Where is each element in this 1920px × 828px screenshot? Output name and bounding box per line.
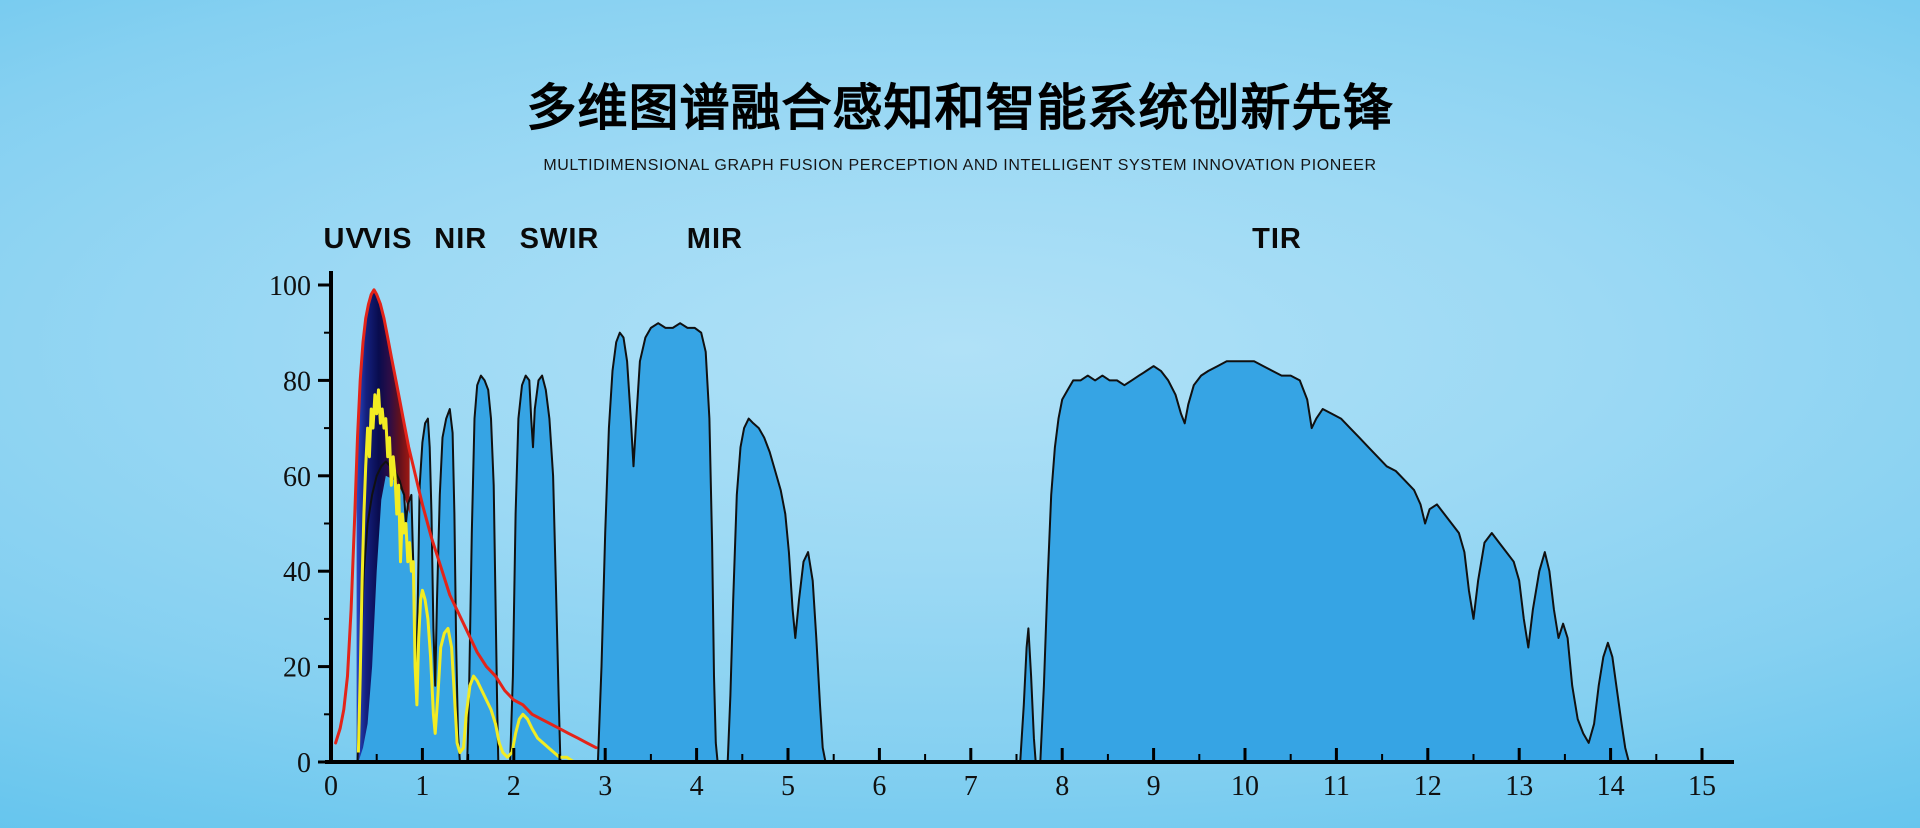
x-tick-label: 12 bbox=[1414, 771, 1442, 802]
x-tick-label: 5 bbox=[781, 771, 795, 802]
x-tick-label: 11 bbox=[1323, 771, 1350, 802]
surface-solar-irradiance-line bbox=[356, 388, 575, 764]
x-tick-label: 3 bbox=[598, 771, 612, 802]
blackbody-envelope-line bbox=[334, 288, 598, 750]
y-tick-label: 0 bbox=[297, 748, 311, 779]
page-title: 多维图谱融合感知和智能系统创新先锋 bbox=[526, 80, 1394, 136]
x-tick-label: 0 bbox=[324, 771, 338, 802]
x-tick-label: 7 bbox=[964, 771, 978, 802]
band-label-nir: NIR bbox=[434, 223, 487, 255]
x-tick-label: 8 bbox=[1055, 771, 1069, 802]
y-tick-label: 40 bbox=[283, 557, 311, 588]
band-label-vis: VIS bbox=[363, 223, 413, 255]
page-subtitle: MULTIDIMENSIONAL GRAPH FUSION PERCEPTION… bbox=[543, 157, 1377, 174]
x-tick-label: 13 bbox=[1505, 771, 1533, 802]
atmospheric-transmission-area bbox=[357, 323, 1629, 762]
y-tick-label: 60 bbox=[283, 462, 311, 493]
band-label-swir: SWIR bbox=[520, 223, 600, 255]
visible-spectrum-gradient bbox=[356, 289, 410, 762]
y-tick-label: 80 bbox=[283, 366, 311, 397]
x-tick-label: 6 bbox=[872, 771, 886, 802]
x-tick-label: 2 bbox=[507, 771, 521, 802]
y-tick-label: 20 bbox=[283, 653, 311, 684]
band-label-mir: MIR bbox=[687, 223, 743, 255]
band-label-uv: UV bbox=[324, 223, 366, 255]
y-tick-label: 100 bbox=[269, 271, 311, 302]
atmospheric-transmission-outline bbox=[356, 322, 1630, 763]
x-tick-label: 14 bbox=[1597, 771, 1625, 802]
x-tick-label: 10 bbox=[1231, 771, 1259, 802]
band-label-tir: TIR bbox=[1252, 223, 1302, 255]
x-tick-label: 9 bbox=[1147, 771, 1161, 802]
x-tick-label: 4 bbox=[690, 771, 704, 802]
x-tick-label: 15 bbox=[1688, 771, 1716, 802]
x-tick-label: 1 bbox=[415, 771, 429, 802]
